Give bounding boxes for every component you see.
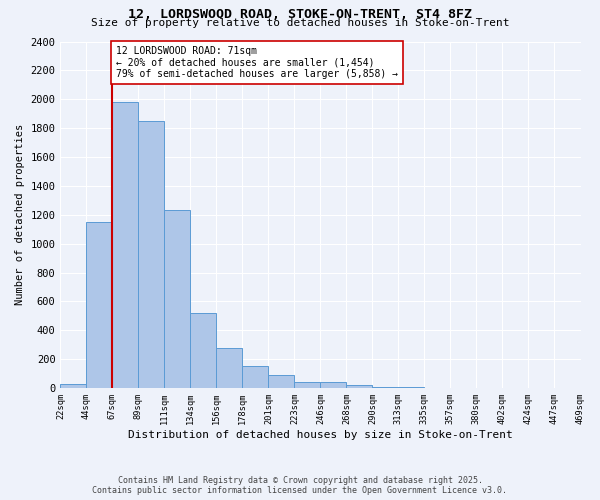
Text: 12 LORDSWOOD ROAD: 71sqm
← 20% of detached houses are smaller (1,454)
79% of sem: 12 LORDSWOOD ROAD: 71sqm ← 20% of detach… bbox=[116, 46, 398, 79]
Bar bbox=[242, 366, 268, 388]
Bar bbox=[112, 102, 139, 388]
Bar bbox=[373, 386, 398, 388]
Bar bbox=[190, 313, 217, 388]
Text: Size of property relative to detached houses in Stoke-on-Trent: Size of property relative to detached ho… bbox=[91, 18, 509, 28]
Text: Contains HM Land Registry data © Crown copyright and database right 2025.
Contai: Contains HM Land Registry data © Crown c… bbox=[92, 476, 508, 495]
Bar bbox=[217, 348, 242, 388]
Bar bbox=[268, 375, 295, 388]
Bar bbox=[61, 384, 86, 388]
Bar bbox=[346, 385, 373, 388]
Text: 12, LORDSWOOD ROAD, STOKE-ON-TRENT, ST4 8FZ: 12, LORDSWOOD ROAD, STOKE-ON-TRENT, ST4 … bbox=[128, 8, 472, 20]
Bar bbox=[164, 210, 190, 388]
Bar bbox=[320, 382, 346, 388]
Y-axis label: Number of detached properties: Number of detached properties bbox=[15, 124, 25, 306]
X-axis label: Distribution of detached houses by size in Stoke-on-Trent: Distribution of detached houses by size … bbox=[128, 430, 513, 440]
Bar bbox=[295, 382, 320, 388]
Bar bbox=[139, 121, 164, 388]
Bar bbox=[86, 222, 112, 388]
